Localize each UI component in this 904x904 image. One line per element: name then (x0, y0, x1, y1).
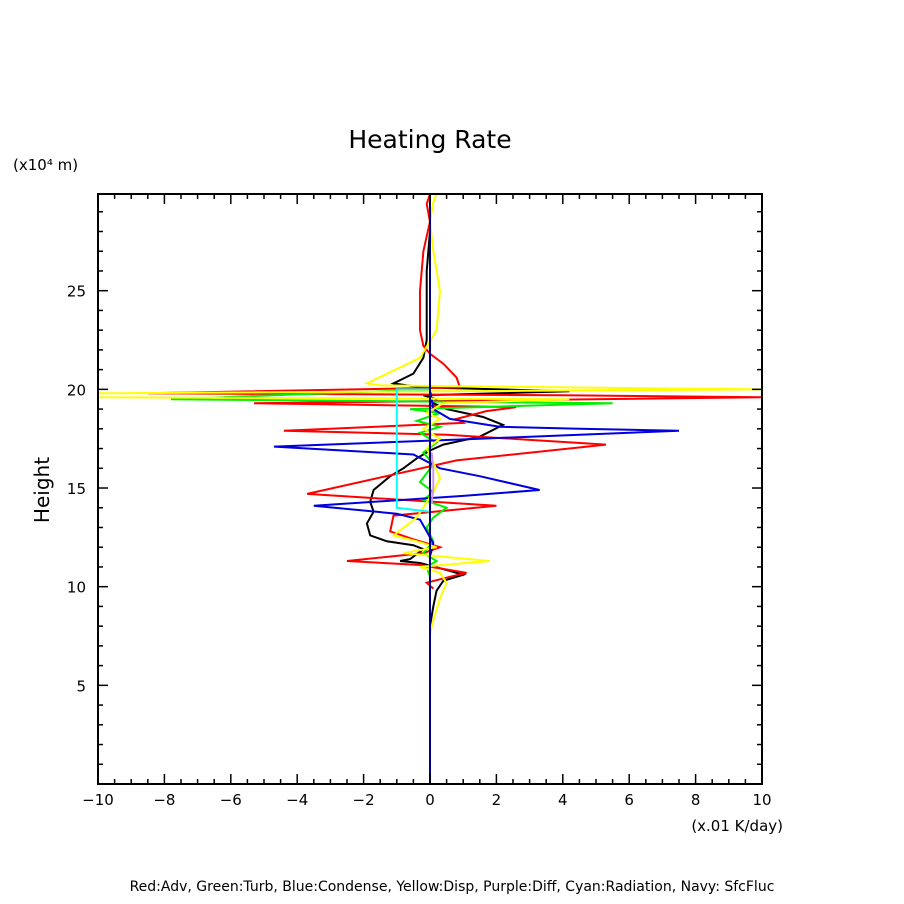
axes-layer: −10 −8 −6 −4 −2 0 2 4 6 8 10 5 10 15 20 25 (67, 193, 772, 809)
x-axis-unit: (x.01 K/day) (691, 817, 783, 835)
x-tick-label: 8 (691, 791, 701, 809)
x-tick-label: 0 (425, 791, 435, 809)
x-tick-label: 4 (558, 791, 568, 809)
y-tick-label: 15 (67, 480, 86, 498)
x-tick-label: 10 (752, 791, 771, 809)
chart-title: Heating Rate (348, 125, 511, 154)
x-tick-label: −8 (153, 791, 175, 809)
x-tick-label: −2 (353, 791, 375, 809)
series-line-diff (430, 452, 435, 504)
series-line-turb (170, 388, 613, 578)
legend-text: Red:Adv, Green:Turb, Blue:Condense, Yell… (130, 879, 775, 895)
y-axis-unit: (x10⁴ m) (13, 156, 78, 174)
x-tick-label: 6 (624, 791, 634, 809)
y-tick-label: 25 (67, 283, 86, 301)
x-tick-label: 2 (492, 791, 502, 809)
y-tick-label: 5 (76, 677, 86, 695)
series-line-radiation (395, 388, 431, 513)
series-line-total (365, 194, 570, 627)
y-axis-label: Height (30, 457, 54, 523)
x-tick-label: −6 (220, 791, 242, 809)
x-tick-label: −10 (82, 791, 114, 809)
y-tick-label: 10 (67, 579, 86, 597)
series-line-condense (273, 389, 680, 577)
plot-area (98, 194, 762, 784)
series-layer (98, 194, 762, 784)
y-tick-label: 20 (67, 381, 86, 399)
x-tick-label: −4 (286, 791, 308, 809)
series-line-disp (98, 194, 762, 635)
